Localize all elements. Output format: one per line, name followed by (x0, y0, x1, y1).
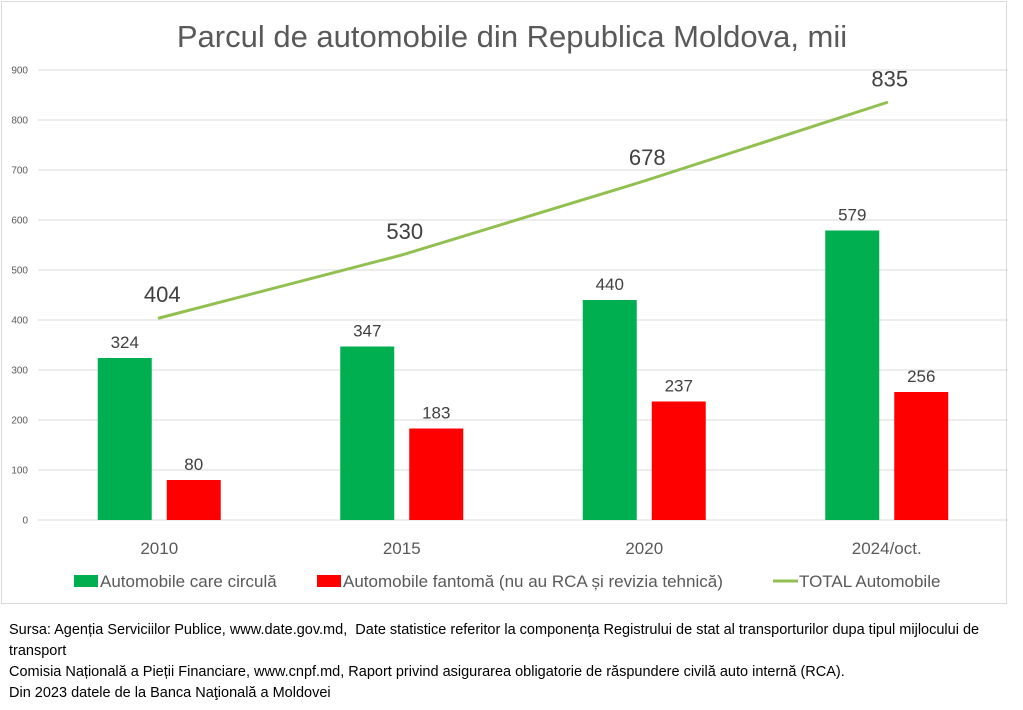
y-tick-label: 300 (11, 366, 28, 377)
x-tick-label: 2024/oct. (852, 539, 922, 558)
source-line: Din 2023 datele de la Banca Naţională a … (9, 685, 331, 701)
x-tick-label: 2015 (383, 539, 421, 558)
legend-label: Automobile care circulă (100, 572, 277, 591)
chart-title: Parcul de automobile din Republica Moldo… (177, 19, 847, 54)
line-data-label: 404 (144, 282, 181, 307)
bar-circulating (582, 300, 637, 520)
source-line: Comisia Națională a Pieții Financiare, w… (9, 664, 845, 680)
source-notes: Sursa: Agenția Serviciilor Publice, www.… (9, 620, 1009, 704)
y-tick-label: 200 (11, 416, 28, 427)
y-tick-label: 100 (11, 466, 28, 477)
legend-swatch-phantom (317, 575, 341, 587)
line-data-label: 835 (871, 67, 908, 92)
y-tick-label: 600 (11, 216, 28, 227)
y-tick-label: 900 (11, 66, 28, 77)
line-data-label: 678 (629, 145, 666, 170)
bar-data-label: 440 (596, 275, 624, 294)
total-line-path (157, 101, 889, 320)
chart: Parcul de automobile din Republica Moldo… (11, 19, 1008, 591)
bar-phantom (166, 480, 221, 520)
bar-data-label: 183 (422, 404, 450, 423)
x-axis-ticks: 2010 2015 2020 2024/oct. (140, 539, 921, 558)
y-tick-label: 700 (11, 166, 28, 177)
x-tick-label: 2020 (625, 539, 663, 558)
y-axis-ticks: 0 100 200 300 400 500 600 700 800 900 (11, 66, 28, 527)
line-data-label: 530 (386, 219, 423, 244)
bars (97, 230, 949, 520)
bar-data-label: 347 (353, 322, 381, 341)
source-line: Sursa: Agenția Serviciilor Publice, www.… (9, 622, 984, 659)
y-tick-label: 500 (11, 266, 28, 277)
x-tick-label: 2010 (140, 539, 178, 558)
legend-label: Automobile fantomă (nu au RCA și revizia… (343, 572, 723, 591)
chart-frame: Parcul de automobile din Republica Moldo… (1, 1, 1008, 604)
bar-data-label: 237 (665, 377, 693, 396)
bar-data-label: 256 (907, 367, 935, 386)
y-tick-label: 800 (11, 116, 28, 127)
bar-phantom (409, 428, 464, 520)
total-line (157, 101, 889, 320)
bar-phantom (894, 392, 949, 520)
legend-swatch-circulating (74, 575, 98, 587)
bar-data-label: 579 (838, 206, 866, 225)
bar-circulating (97, 358, 152, 520)
bar-data-label: 80 (184, 455, 203, 474)
bar-data-label: 324 (111, 333, 139, 352)
legend: Automobile care circulă Automobile fantom… (74, 572, 940, 591)
bar-phantom (651, 401, 706, 520)
data-labels: 324 80 347 183 440 237 579 256 404 530 678 835 (111, 67, 936, 475)
y-tick-label: 400 (11, 316, 28, 327)
bar-circulating (825, 230, 880, 520)
legend-label: TOTAL Automobile (799, 572, 940, 591)
y-tick-label: 0 (22, 516, 28, 527)
gridlines (38, 69, 1008, 521)
bar-circulating (340, 346, 395, 520)
